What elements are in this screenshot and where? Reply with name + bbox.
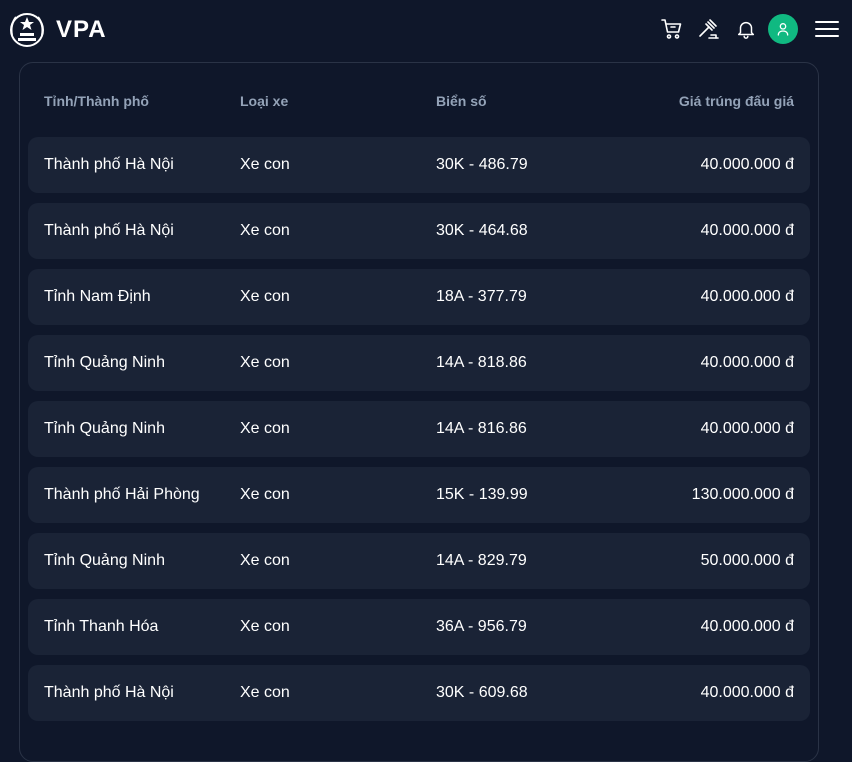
cell-price: 130.000.000 đ bbox=[691, 486, 794, 503]
user-avatar-icon bbox=[777, 23, 789, 36]
table-row[interactable]: Thành phố Hải Phòng Xe con 15K - 139.99 … bbox=[28, 467, 810, 523]
cell-vehicle-type: Xe con bbox=[240, 354, 290, 371]
cell-plate: 14A - 818.86 bbox=[436, 354, 527, 371]
cell-price: 50.000.000 đ bbox=[700, 552, 794, 569]
cell-province: Thành phố Hà Nội bbox=[44, 684, 174, 701]
notifications-button[interactable] bbox=[731, 14, 761, 44]
cell-plate: 30K - 464.68 bbox=[436, 222, 528, 239]
menu-button[interactable] bbox=[812, 14, 842, 44]
header-actions bbox=[650, 14, 842, 44]
cell-plate: 36A - 956.79 bbox=[436, 618, 527, 635]
table-row[interactable]: Tỉnh Nam Định Xe con 18A - 377.79 40.000… bbox=[28, 269, 810, 325]
cell-vehicle-type: Xe con bbox=[240, 420, 290, 437]
menu-icon bbox=[815, 21, 839, 37]
user-avatar-button[interactable] bbox=[768, 14, 798, 44]
table-row[interactable]: Thành phố Hà Nội Xe con 30K - 464.68 40.… bbox=[28, 203, 810, 259]
cell-price: 40.000.000 đ bbox=[700, 420, 794, 437]
cell-vehicle-type: Xe con bbox=[240, 618, 290, 635]
cell-province: Thành phố Hà Nội bbox=[44, 222, 174, 239]
vpa-emblem-icon bbox=[10, 13, 44, 47]
cell-plate: 30K - 609.68 bbox=[436, 684, 528, 701]
cart-icon bbox=[661, 19, 682, 39]
column-header-price: Giá trúng đấu giá bbox=[678, 93, 794, 109]
cell-price: 40.000.000 đ bbox=[700, 684, 794, 701]
table-row[interactable]: Thành phố Hà Nội Xe con 30K - 486.79 40.… bbox=[28, 137, 810, 193]
column-header-vehicle-type: Loại xe bbox=[240, 93, 289, 109]
table-row[interactable]: Thành phố Hà Nội Xe con 30K - 609.68 40.… bbox=[28, 665, 810, 721]
gavel-icon bbox=[699, 19, 719, 39]
cell-price: 40.000.000 đ bbox=[700, 618, 794, 635]
cell-province: Tỉnh Nam Định bbox=[44, 288, 151, 305]
column-header-plate: Biển số bbox=[436, 93, 487, 109]
table-row[interactable]: Tỉnh Quảng Ninh Xe con 14A - 818.86 40.0… bbox=[28, 335, 810, 391]
auction-results-panel: Tỉnh/Thành phố Loại xe Biển số Giá trúng… bbox=[19, 62, 819, 762]
column-header-province: Tỉnh/Thành phố bbox=[44, 93, 149, 109]
cell-vehicle-type: Xe con bbox=[240, 222, 290, 239]
cell-vehicle-type: Xe con bbox=[240, 288, 290, 305]
cell-plate: 14A - 829.79 bbox=[436, 552, 527, 569]
cell-vehicle-type: Xe con bbox=[240, 552, 290, 569]
cell-province: Tỉnh Quảng Ninh bbox=[44, 552, 165, 569]
table-row[interactable]: Tỉnh Quảng Ninh Xe con 14A - 829.79 50.0… bbox=[28, 533, 810, 589]
logo[interactable]: VPA bbox=[6, 9, 107, 51]
logo-text: VPA bbox=[56, 16, 107, 43]
auction-button[interactable] bbox=[694, 14, 724, 44]
cell-province: Tỉnh Thanh Hóa bbox=[44, 618, 159, 635]
cell-price: 40.000.000 đ bbox=[700, 354, 794, 371]
cell-plate: 18A - 377.79 bbox=[436, 288, 527, 305]
top-header: VPA bbox=[0, 0, 852, 62]
table-row[interactable]: Tỉnh Quảng Ninh Xe con 14A - 816.86 40.0… bbox=[28, 401, 810, 457]
cell-price: 40.000.000 đ bbox=[700, 288, 794, 305]
cart-button[interactable] bbox=[657, 14, 687, 44]
cell-plate: 15K - 139.99 bbox=[436, 486, 528, 503]
cell-vehicle-type: Xe con bbox=[240, 684, 290, 701]
table-body: Thành phố Hà Nội Xe con 30K - 486.79 40.… bbox=[28, 137, 810, 731]
cell-province: Tỉnh Quảng Ninh bbox=[44, 420, 165, 437]
cell-province: Thành phố Hà Nội bbox=[44, 156, 174, 173]
bell-icon bbox=[737, 21, 755, 39]
cell-plate: 30K - 486.79 bbox=[436, 156, 528, 173]
cell-vehicle-type: Xe con bbox=[240, 486, 290, 503]
cell-plate: 14A - 816.86 bbox=[436, 420, 527, 437]
cell-price: 40.000.000 đ bbox=[700, 222, 794, 239]
table-row[interactable]: Tỉnh Thanh Hóa Xe con 36A - 956.79 40.00… bbox=[28, 599, 810, 655]
cell-province: Thành phố Hải Phòng bbox=[44, 486, 200, 503]
cell-price: 40.000.000 đ bbox=[700, 156, 794, 173]
cell-vehicle-type: Xe con bbox=[240, 156, 290, 173]
table-header: Tỉnh/Thành phố Loại xe Biển số Giá trúng… bbox=[20, 63, 818, 137]
cell-province: Tỉnh Quảng Ninh bbox=[44, 354, 165, 371]
